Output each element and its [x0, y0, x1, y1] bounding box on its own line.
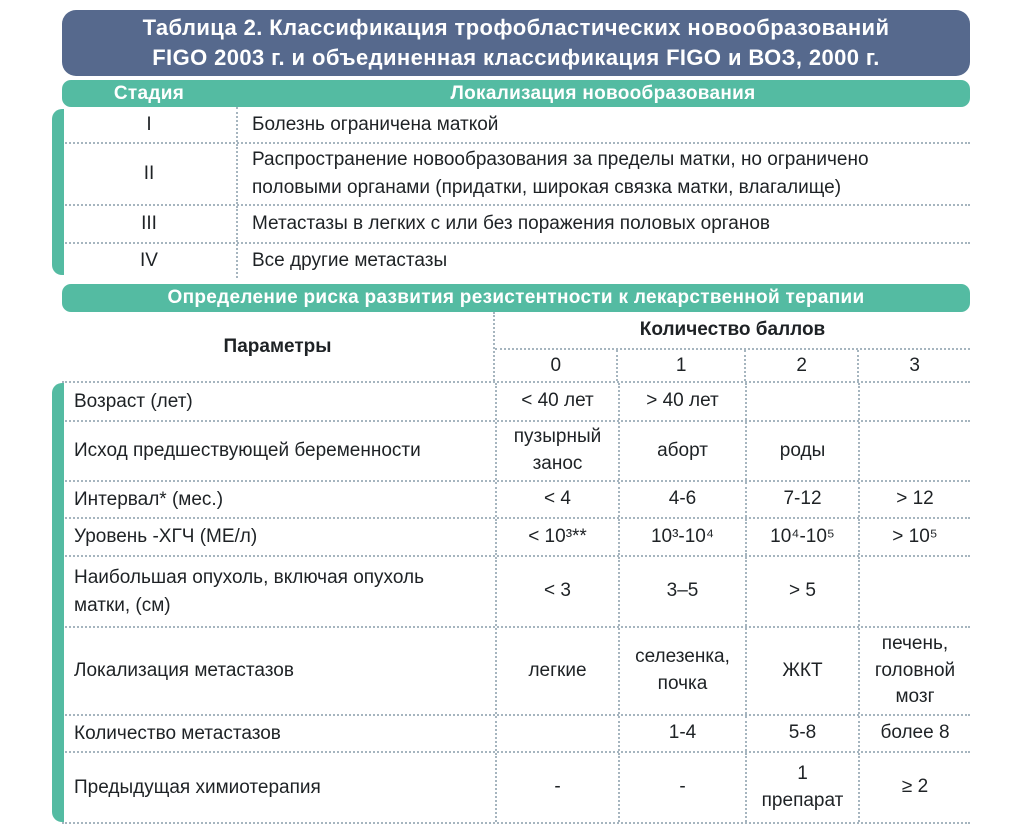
- param-cell: Количество метастазов: [74, 722, 281, 744]
- param-cell: Наибольшая опухоль, включая опухоль матк…: [74, 566, 424, 616]
- location-cell: Метастазы в легких с или без поражения п…: [236, 206, 970, 242]
- score-cell: 10³-10⁴: [618, 519, 745, 555]
- table-row: Интервал* (мес.) < 4 4-6 7-12 > 12: [62, 480, 970, 517]
- score-cell: 3–5: [618, 557, 745, 626]
- risk-section-banner: Определение риска развития резистентност…: [62, 284, 970, 312]
- stage-column-header: Стадия: [113, 82, 185, 104]
- score-label-0: 0: [550, 354, 562, 376]
- accent-bracket: [52, 383, 64, 822]
- scores-group-header: Количество баллов: [495, 312, 970, 350]
- score-cell: селезенка, почка: [618, 628, 745, 714]
- params-column-header: Параметры: [223, 335, 332, 357]
- score-cell: 10⁴-10⁵: [745, 519, 858, 555]
- score-cell: > 10⁵: [858, 519, 970, 555]
- table-row: Локализация метастазов легкие селезенка,…: [62, 626, 970, 714]
- score-cell: роды: [745, 422, 858, 480]
- param-cell: Уровень -ХГЧ (МЕ/л): [74, 526, 258, 548]
- score-cell: -: [618, 753, 745, 822]
- score-cell: > 40 лет: [618, 383, 745, 420]
- stages-header-band: Стадия Локализация новообразования: [62, 80, 970, 107]
- score-cell: 1 препарат: [745, 753, 858, 822]
- table-row: Возраст (лет) < 40 лет > 40 лет: [62, 381, 970, 420]
- stages-table-body: I Болезнь ограничена маткой II Распростр…: [52, 107, 970, 278]
- location-cell: Распространение новообразования за преде…: [236, 144, 970, 204]
- risk-table-body: Возраст (лет) < 40 лет > 40 лет Исход пр…: [52, 381, 970, 824]
- scores-header-block: Количество баллов 0 1 2 3: [493, 312, 970, 381]
- score-cell: [745, 383, 858, 420]
- table-row: I Болезнь ограничена маткой: [62, 107, 970, 142]
- table-row: IV Все другие метастазы: [62, 242, 970, 278]
- score-cell: -: [495, 753, 618, 822]
- location-column-header: Локализация новообразования: [450, 82, 756, 104]
- stage-cell: IV: [140, 250, 158, 271]
- score-label-3: 3: [857, 350, 970, 381]
- location-cell: Все другие метастазы: [236, 244, 970, 278]
- score-cell: легкие: [495, 628, 618, 714]
- table-row: Наибольшая опухоль, включая опухоль матк…: [62, 555, 970, 626]
- score-label-1: 1: [616, 350, 743, 381]
- table-title-banner: Таблица 2. Классификация трофобластическ…: [62, 10, 970, 76]
- table-title-line1: Таблица 2. Классификация трофобластическ…: [142, 15, 890, 41]
- score-cell: 4-6: [618, 482, 745, 517]
- table-row: II Распространение новообразования за пр…: [62, 142, 970, 204]
- stage-cell: III: [141, 213, 157, 234]
- score-cell: более 8: [858, 716, 970, 751]
- score-cell: < 10³**: [495, 519, 618, 555]
- score-cell: [858, 383, 970, 420]
- score-cell: 5-8: [745, 716, 858, 751]
- param-cell: Локализация метастазов: [74, 660, 294, 682]
- score-cell: аборт: [618, 422, 745, 480]
- param-cell: Исход предшествующей беременности: [74, 440, 421, 462]
- table-title-line2: FIGO 2003 г. и объединенная классификаци…: [152, 45, 880, 70]
- table-figure: Таблица 2. Классификация трофобластическ…: [52, 10, 970, 824]
- score-cell: [495, 716, 618, 751]
- score-cell: печень, головной мозг: [858, 628, 970, 714]
- score-cell: > 12: [858, 482, 970, 517]
- table-row: Количество метастазов 1-4 5-8 более 8: [62, 714, 970, 751]
- param-cell: Возраст (лет): [74, 390, 193, 412]
- score-cell: ЖКТ: [745, 628, 858, 714]
- stage-cell: I: [146, 113, 152, 135]
- table-row: Предыдущая химиотерапия - - 1 препарат ≥…: [62, 751, 970, 824]
- stage-cell: II: [143, 163, 155, 184]
- score-labels-row: 0 1 2 3: [495, 350, 970, 381]
- score-cell: 7-12: [745, 482, 858, 517]
- score-cell: > 5: [745, 557, 858, 626]
- param-cell: Интервал* (мес.): [74, 488, 224, 510]
- score-cell: < 40 лет: [495, 383, 618, 420]
- score-cell: < 3: [495, 557, 618, 626]
- table-row: III Метастазы в легких с или без поражен…: [62, 204, 970, 242]
- score-label-2: 2: [743, 350, 858, 381]
- accent-bracket: [52, 109, 64, 275]
- score-cell: < 4: [495, 482, 618, 517]
- score-cell: [858, 422, 970, 480]
- location-cell: Болезнь ограничена маткой: [236, 107, 970, 142]
- table-row: Уровень -ХГЧ (МЕ/л) < 10³** 10³-10⁴ 10⁴-…: [62, 517, 970, 555]
- risk-table-header: Параметры Количество баллов 0 1 2 3: [62, 312, 970, 381]
- score-cell: [858, 557, 970, 626]
- score-cell: ≥ 2: [858, 753, 970, 822]
- table-row: Исход предшествующей беременности пузырн…: [62, 420, 970, 480]
- score-cell: пузырный занос: [495, 422, 618, 480]
- param-cell: Предыдущая химиотерапия: [74, 776, 321, 798]
- score-cell: 1-4: [618, 716, 745, 751]
